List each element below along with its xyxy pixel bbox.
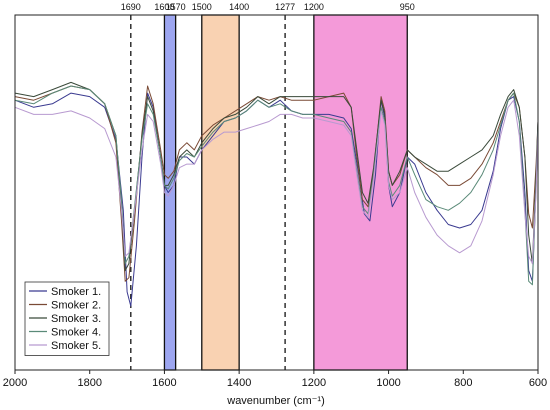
x-tick-label: 1600 (152, 377, 176, 389)
legend-label: Smoker 3. (51, 313, 101, 325)
series-line-smoker-2 (14, 85, 539, 282)
band-label-start: 1600 (154, 2, 174, 12)
legend-label: Smoker 4. (51, 327, 101, 339)
series-line-smoker-1 (14, 92, 539, 307)
x-tick-label: 600 (529, 377, 547, 389)
legend: Smoker 1. Smoker 2.Smoker 3. Smoker 4.Smok… (24, 281, 110, 356)
x-tick-label: 1400 (227, 377, 251, 389)
band-label-start: 1500 (192, 2, 212, 12)
x-tick-label: 1800 (77, 377, 101, 389)
series-line-smoker-5 (14, 99, 539, 264)
spectrum-series (14, 81, 539, 307)
x-tick-label: 800 (454, 377, 472, 389)
series-line-smoker-4 (14, 85, 539, 286)
legend-label: Smoker 2. (51, 300, 101, 312)
legend-label: Smoker 5. (51, 340, 101, 352)
series-line-smoker-3 (14, 81, 539, 272)
band-label-end: 1400 (229, 2, 249, 12)
band-label-end: 950 (400, 2, 415, 12)
x-tick-label: 2000 (3, 377, 27, 389)
dashed-line-label: 1277 (275, 2, 295, 12)
legend-label: Smoker 1. (51, 286, 101, 298)
x-tick-label: 1000 (376, 377, 400, 389)
plot-frame (14, 14, 539, 371)
x-tick-label: 1200 (302, 377, 326, 389)
legend-box (24, 281, 110, 356)
dashed-line-label: 1690 (121, 2, 141, 12)
band-1 (201, 14, 240, 371)
x-axis-label: wavenumber (cm⁻¹) (226, 395, 325, 407)
band-label-start: 1200 (304, 2, 324, 12)
band-label-end: 1570 (166, 2, 186, 12)
x-axis-ticks: 2000 1800 1600 1400 1200 1000 800 600 (3, 370, 547, 389)
